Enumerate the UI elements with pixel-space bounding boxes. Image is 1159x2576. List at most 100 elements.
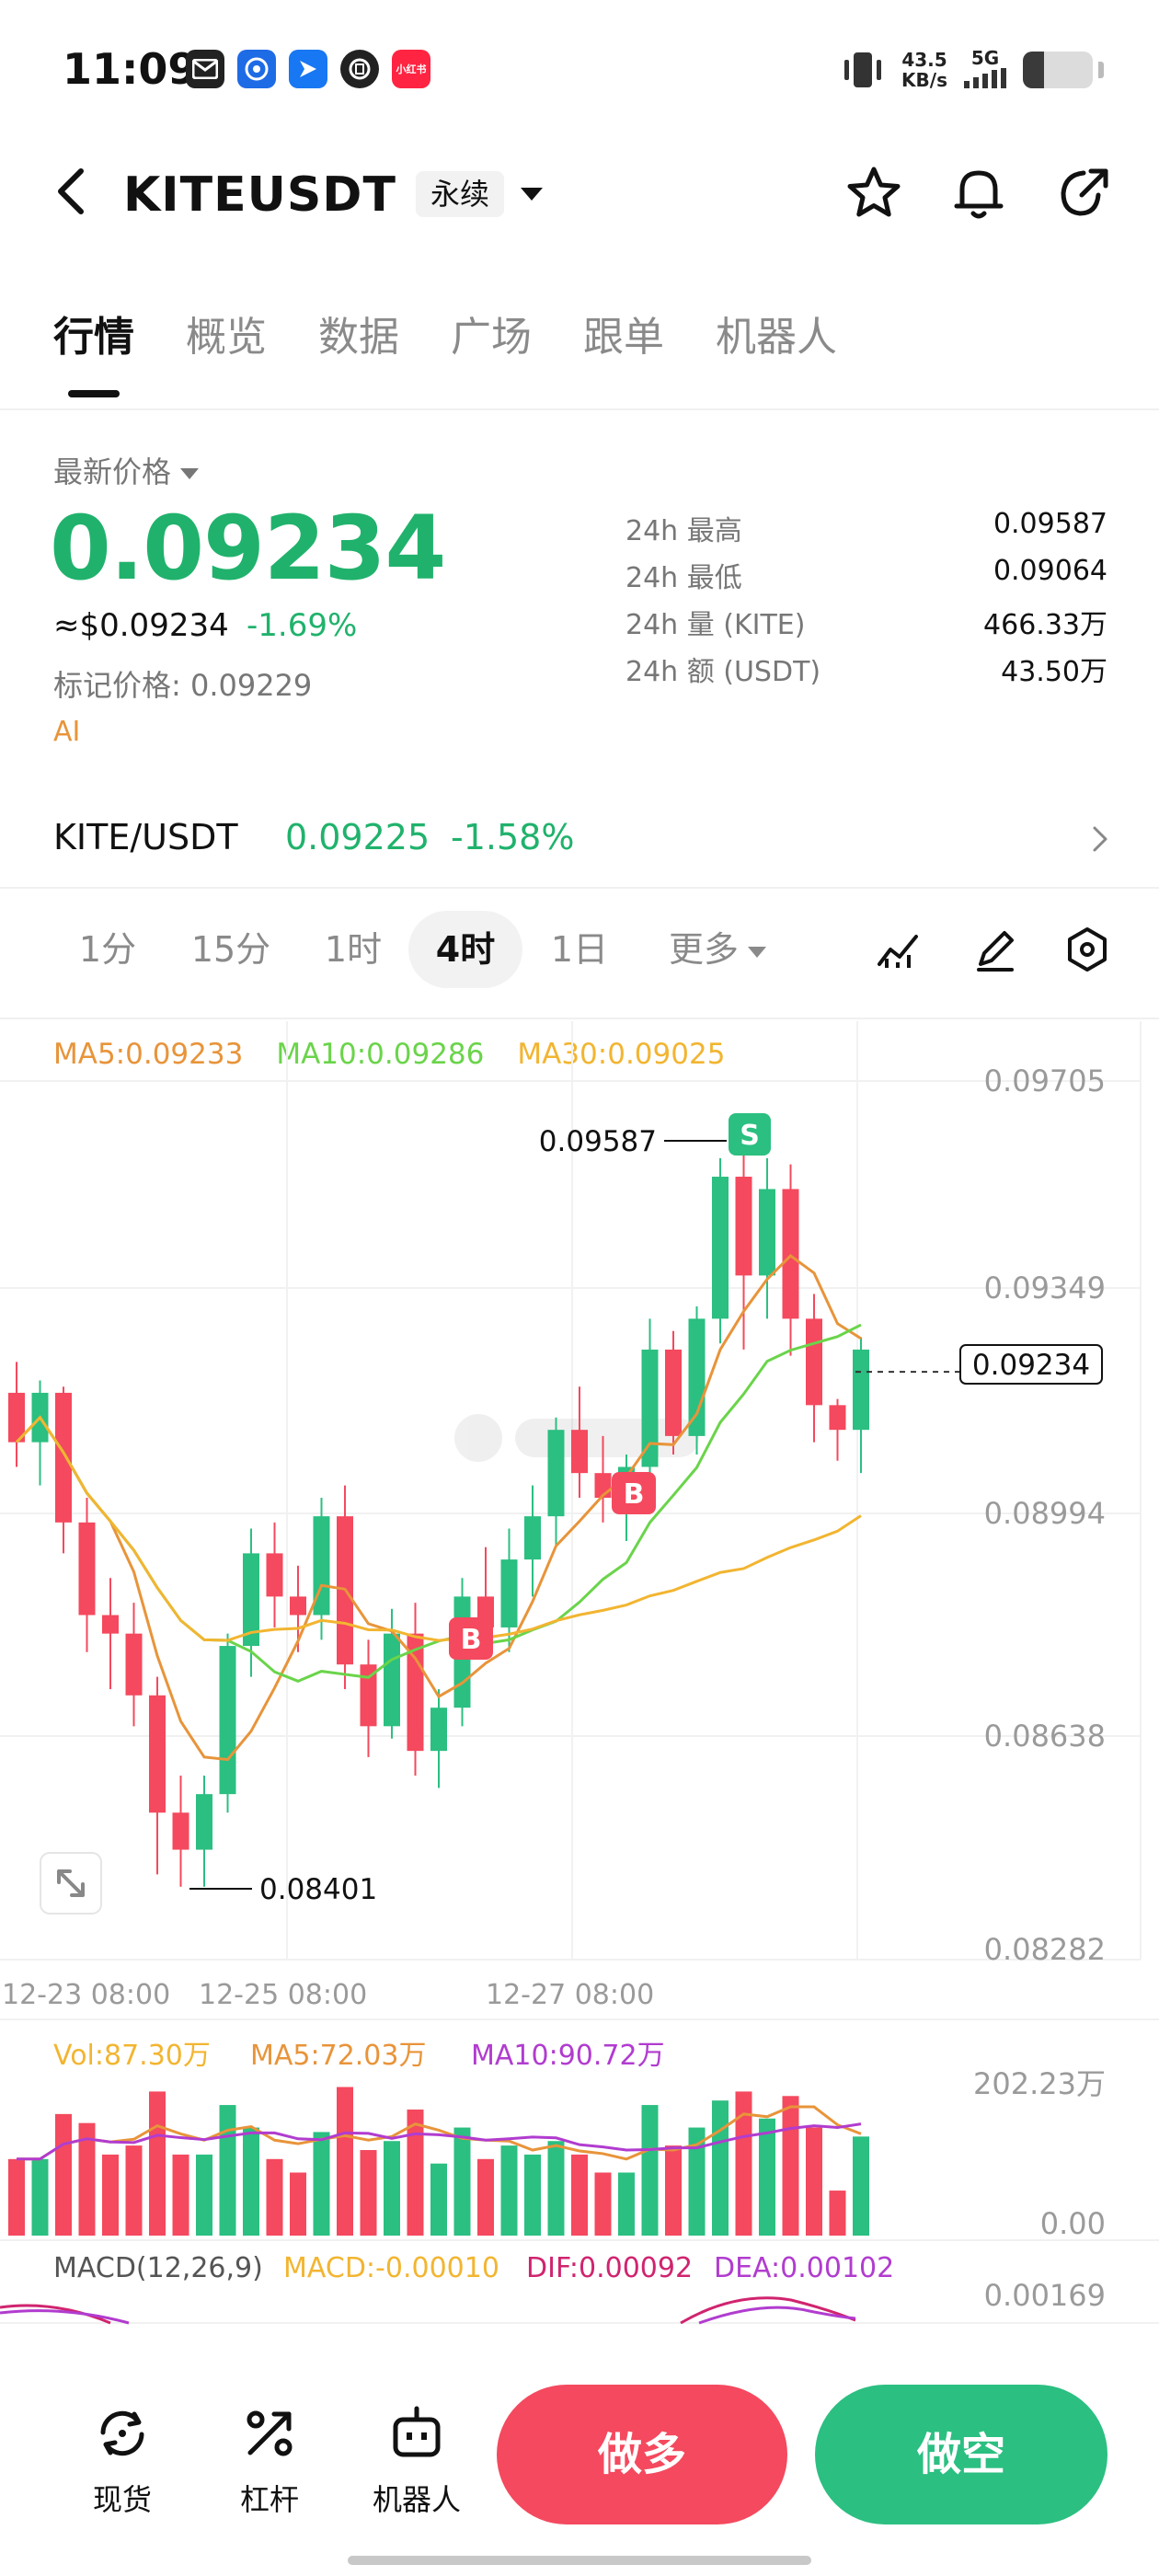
timeframe-bar: 1分 15分 1时 4时 1日 更多 [0,911,1159,995]
battery-level [1023,52,1044,88]
symbol-title[interactable]: KITEUSDT [123,167,396,223]
timeframe-4h[interactable]: 4时 [408,911,522,988]
robot-nav-label: 机器人 [372,2482,461,2517]
buy-signal[interactable]: B [612,1472,656,1514]
timeframe-1m[interactable]: 1分 [78,929,137,970]
back-icon[interactable] [48,164,96,219]
last-price: 0.09234 [50,497,446,600]
volume-bar [571,2154,588,2236]
volume-bar [149,2091,166,2236]
robot-icon [393,2406,441,2457]
browser-icon [237,50,276,88]
short-button[interactable]: 做空 [815,2385,1107,2524]
status-bar: 11:09 小红书 43.5 KB/s 5G [0,0,1159,138]
spot-change: -1.58% [451,817,575,857]
chart-grid [0,1021,1159,2324]
tab-market[interactable]: 行情 [53,304,134,397]
leverage-nav-button[interactable]: 杠杆 [210,2401,329,2519]
stat-value: 0.09064 [993,555,1107,587]
expand-icon[interactable] [40,1852,102,1915]
volume-y-tick-label: 0.00 [1040,2206,1106,2241]
long-button[interactable]: 做多 [497,2385,787,2524]
volume-bar [594,2172,612,2236]
current-price-tag: 0.09234 [959,1344,1103,1385]
volume-y-tick-label: 202.23万 [973,2066,1106,2101]
volume-bar [102,2154,119,2236]
candle-body [735,1177,752,1276]
contract-type-badge[interactable]: 永续 [416,171,505,217]
ma5-legend: MA5:0.09233 [53,1038,244,1071]
sell-signal[interactable]: S [729,1113,771,1156]
candle-body [829,1405,846,1431]
candlestick-chart[interactable]: 0.09705 0.09349 0.08994 0.08638 0.08282 … [0,1021,1159,2337]
high-marker-label: 0.09587 [539,1125,657,1158]
share-icon[interactable] [1054,164,1113,223]
volume-bar [430,2163,447,2236]
buy-signal-label: B [461,1624,482,1656]
tab-data[interactable]: 数据 [318,314,399,361]
candle-body [430,1708,447,1752]
x-tick-label: 12-25 08:00 [199,1979,367,2011]
settings-icon[interactable] [1061,924,1113,975]
volume-bar [172,2154,189,2236]
candle-body [853,1349,869,1431]
bell-icon[interactable] [949,164,1008,223]
macd-value-label: MACD:-0.00010 [283,2252,499,2284]
volume-bar [806,2127,822,2236]
volume-bar [665,2145,682,2236]
timeframe-15m[interactable]: 15分 [190,929,271,970]
current-price-tag-label: 0.09234 [972,1349,1090,1382]
chevron-down-icon[interactable] [521,188,543,201]
volume-bar [8,2158,25,2236]
volume-bar [782,2096,799,2236]
candle-body [782,1189,799,1319]
star-icon[interactable] [844,164,903,223]
tab-robot[interactable]: 机器人 [716,314,837,361]
volume-ma10-label: MA10:90.72万 [471,2040,665,2072]
macd-dea-label: DEA:0.00102 [714,2252,894,2284]
tab-square[interactable]: 广场 [451,314,532,361]
signal-indicator: 5G [964,48,1006,92]
chevron-down-icon [748,946,766,958]
volume-bar [219,2105,236,2236]
timeframe-1h[interactable]: 1时 [324,929,383,970]
volume-bar [735,2091,752,2236]
stat-key: 24h 额 (USDT) [625,656,821,688]
spot-pair-row[interactable]: KITE/USDT 0.09225 -1.58% [53,817,1111,863]
spot-nav-button[interactable]: 现货 [63,2401,182,2519]
home-indicator[interactable] [348,2556,811,2565]
volume-label: Vol:87.30万 [53,2040,211,2072]
candle-body [266,1553,283,1597]
timeframe-more[interactable]: 更多 [653,911,782,988]
volume-bar [55,2113,72,2236]
ma-legend: MA5:0.09233 MA10:0.09286 MA30:0.09025 [53,1038,758,1071]
low-marker-label: 0.08401 [259,1873,377,1906]
stat-row-turnover: 24h 额 (USDT) 43.50万 [625,649,1107,696]
volume-bar [477,2158,494,2236]
tab-copy-trading[interactable]: 跟单 [583,314,664,361]
volume-bar [290,2172,306,2236]
candle-body [547,1430,565,1517]
ai-button[interactable]: AI [53,716,81,748]
timeframe-1d[interactable]: 1日 [550,929,609,970]
last-price-label[interactable]: 最新价格 [53,449,200,491]
candle-body [243,1553,259,1647]
y-tick-label: 0.09349 [984,1271,1106,1305]
volume-bar [407,2109,424,2236]
robot-nav-button[interactable]: 机器人 [357,2401,476,2519]
macd-y-tick-label: 0.00169 [984,2278,1106,2313]
feishu-icon [289,50,327,88]
indicator-icon[interactable] [874,924,925,975]
bank-icon [340,50,379,88]
buy-signal[interactable]: B [449,1617,493,1660]
tabs-divider [0,408,1159,410]
stat-value: 466.33万 [983,609,1107,641]
candle-body [641,1349,659,1467]
candle-body [524,1516,541,1560]
candle-body [360,1664,377,1727]
net-speed: 43.5 KB/s [901,49,947,91]
tab-overview[interactable]: 概览 [186,314,267,361]
draw-icon[interactable] [970,924,1021,975]
volume-bar [360,2150,377,2236]
stat-key: 24h 量 (KITE) [625,609,806,641]
